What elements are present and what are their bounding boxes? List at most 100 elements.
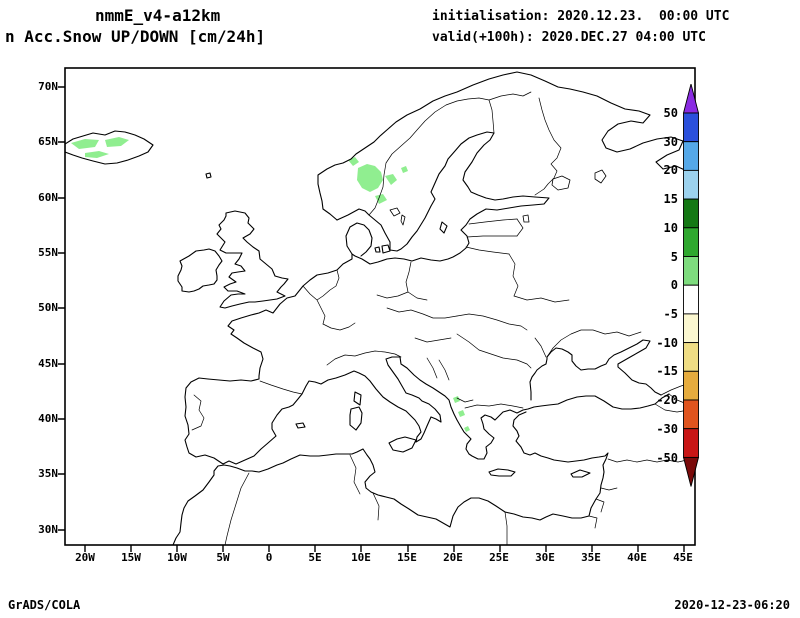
y-axis-ticks: [58, 86, 65, 531]
lake-vattern: [400, 214, 406, 226]
island-mallorca: [295, 422, 306, 429]
snow-patch-balkans: [453, 396, 460, 403]
coast-baltic: [336, 131, 550, 265]
xlabel-15e: 15E: [397, 551, 417, 564]
coast-ireland: [177, 248, 223, 293]
xlabel-10w: 10W: [167, 551, 187, 564]
colorbar-segment: [683, 399, 699, 430]
island-cyprus: [570, 469, 591, 478]
cbar-label-m20: -20: [656, 393, 678, 407]
island-funen: [374, 246, 381, 253]
cbar-label-30: 30: [663, 135, 678, 149]
island-faroe: [205, 172, 212, 179]
footer-timestamp: 2020-12-23-06:20: [674, 598, 790, 612]
xlabel-5e: 5E: [308, 551, 322, 564]
lake-onega: [594, 169, 607, 184]
ylabel-50n: 50N: [38, 301, 58, 314]
xlabel-35e: 35E: [581, 551, 601, 564]
xlabel-45e: 45E: [673, 551, 693, 564]
snow-patch-iceland: [71, 139, 99, 149]
colorbar-segment: [683, 428, 699, 458]
island-gotland: [439, 221, 448, 234]
cbar-label-50: 50: [663, 106, 678, 120]
xlabel-15w: 15W: [121, 551, 141, 564]
xlabel-5w: 5W: [216, 551, 230, 564]
xlabel-40e: 40E: [627, 551, 647, 564]
ylabel-70n: 70N: [38, 80, 58, 93]
colorbar-bottom-triangle: [683, 456, 700, 487]
cbar-label-15: 15: [663, 192, 678, 206]
snow-patch-norway: [375, 194, 387, 204]
coast-west-europe-med: [184, 253, 670, 465]
colorbar-segment: [683, 284, 699, 315]
snow-patch-iceland: [85, 151, 109, 158]
colorbar: [683, 84, 700, 487]
xlabel-0: 0: [265, 551, 273, 564]
island-zealand: [381, 244, 391, 254]
xlabel-25e: 25E: [489, 551, 509, 564]
xlabel-10e: 10E: [351, 551, 371, 564]
coast-turkey-levant-africa: [172, 411, 609, 545]
lakes: [389, 169, 607, 226]
colorbar-segment: [683, 313, 699, 344]
snow-shading: [71, 137, 470, 432]
ylabel-55n: 55N: [38, 246, 58, 259]
colorbar-segment: [683, 227, 699, 257]
ylabel-40n: 40N: [38, 412, 58, 425]
cbar-label-10: 10: [663, 221, 678, 235]
snow-patch-iceland: [105, 137, 129, 147]
xlabel-20w: 20W: [75, 551, 95, 564]
island-crete: [488, 468, 516, 477]
cbar-label-20: 20: [663, 163, 678, 177]
colorbar-segment: [683, 169, 699, 200]
snow-patch-balkans: [464, 426, 470, 432]
lake-peipus: [522, 214, 530, 223]
europe-map-svg: [58, 67, 696, 552]
cbar-label-m50: -50: [656, 451, 678, 465]
coast-iceland: [65, 130, 154, 165]
xlabel-20e: 20E: [443, 551, 463, 564]
ylabel-45n: 45N: [38, 357, 58, 370]
xlabel-30e: 30E: [535, 551, 555, 564]
coast-scandinavia-north: [317, 71, 688, 221]
coastlines: [65, 71, 688, 545]
ylabel-35n: 35N: [38, 467, 58, 480]
lake-vanern: [389, 207, 401, 217]
colorbar-segment: [683, 198, 699, 229]
snow-patch-sweden: [401, 166, 408, 173]
init-time: initialisation: 2020.12.23. 00:00 UTC: [432, 9, 730, 24]
island-sicily: [388, 436, 417, 453]
snow-patch-balkans: [458, 410, 465, 417]
model-title: nmmE_v4-a12km: [95, 6, 221, 25]
cbar-label-5: 5: [670, 250, 678, 264]
snow-patch-norway: [348, 157, 359, 166]
cbar-label-m10: -10: [656, 336, 678, 350]
ylabel-30n: 30N: [38, 523, 58, 536]
x-axis-ticks: [84, 545, 685, 552]
valid-time: valid(+100h): 2020.DEC.27 04:00 UTC: [432, 30, 706, 45]
island-sardinia: [349, 406, 363, 431]
colorbar-top-triangle: [683, 84, 700, 114]
colorbar-segment: [683, 256, 699, 286]
cbar-label-m30: -30: [656, 422, 678, 436]
colorbar-segment: [683, 112, 699, 143]
ylabel-65n: 65N: [38, 135, 58, 148]
footer-grads-credit: GrADS/COLA: [8, 598, 81, 612]
product-title: n Acc.Snow UP/DOWN [cm/24h]: [5, 27, 266, 46]
cbar-label-m15: -15: [656, 364, 678, 378]
country-borders: [191, 91, 695, 545]
colorbar-segment: [683, 342, 699, 372]
coast-great-britain: [216, 210, 289, 309]
map-frame: [64, 67, 696, 546]
cbar-label-m5: -5: [663, 307, 678, 321]
ylabel-60n: 60N: [38, 191, 58, 204]
coast-black-sea: [529, 339, 662, 401]
colorbar-segment: [683, 141, 699, 171]
lake-ladoga: [551, 175, 571, 191]
colorbar-segment: [683, 370, 699, 401]
snow-patch-norway: [385, 174, 397, 185]
snow-patch-norway-main: [357, 164, 383, 192]
cbar-label-0: 0: [670, 278, 678, 292]
island-corsica: [353, 391, 362, 406]
